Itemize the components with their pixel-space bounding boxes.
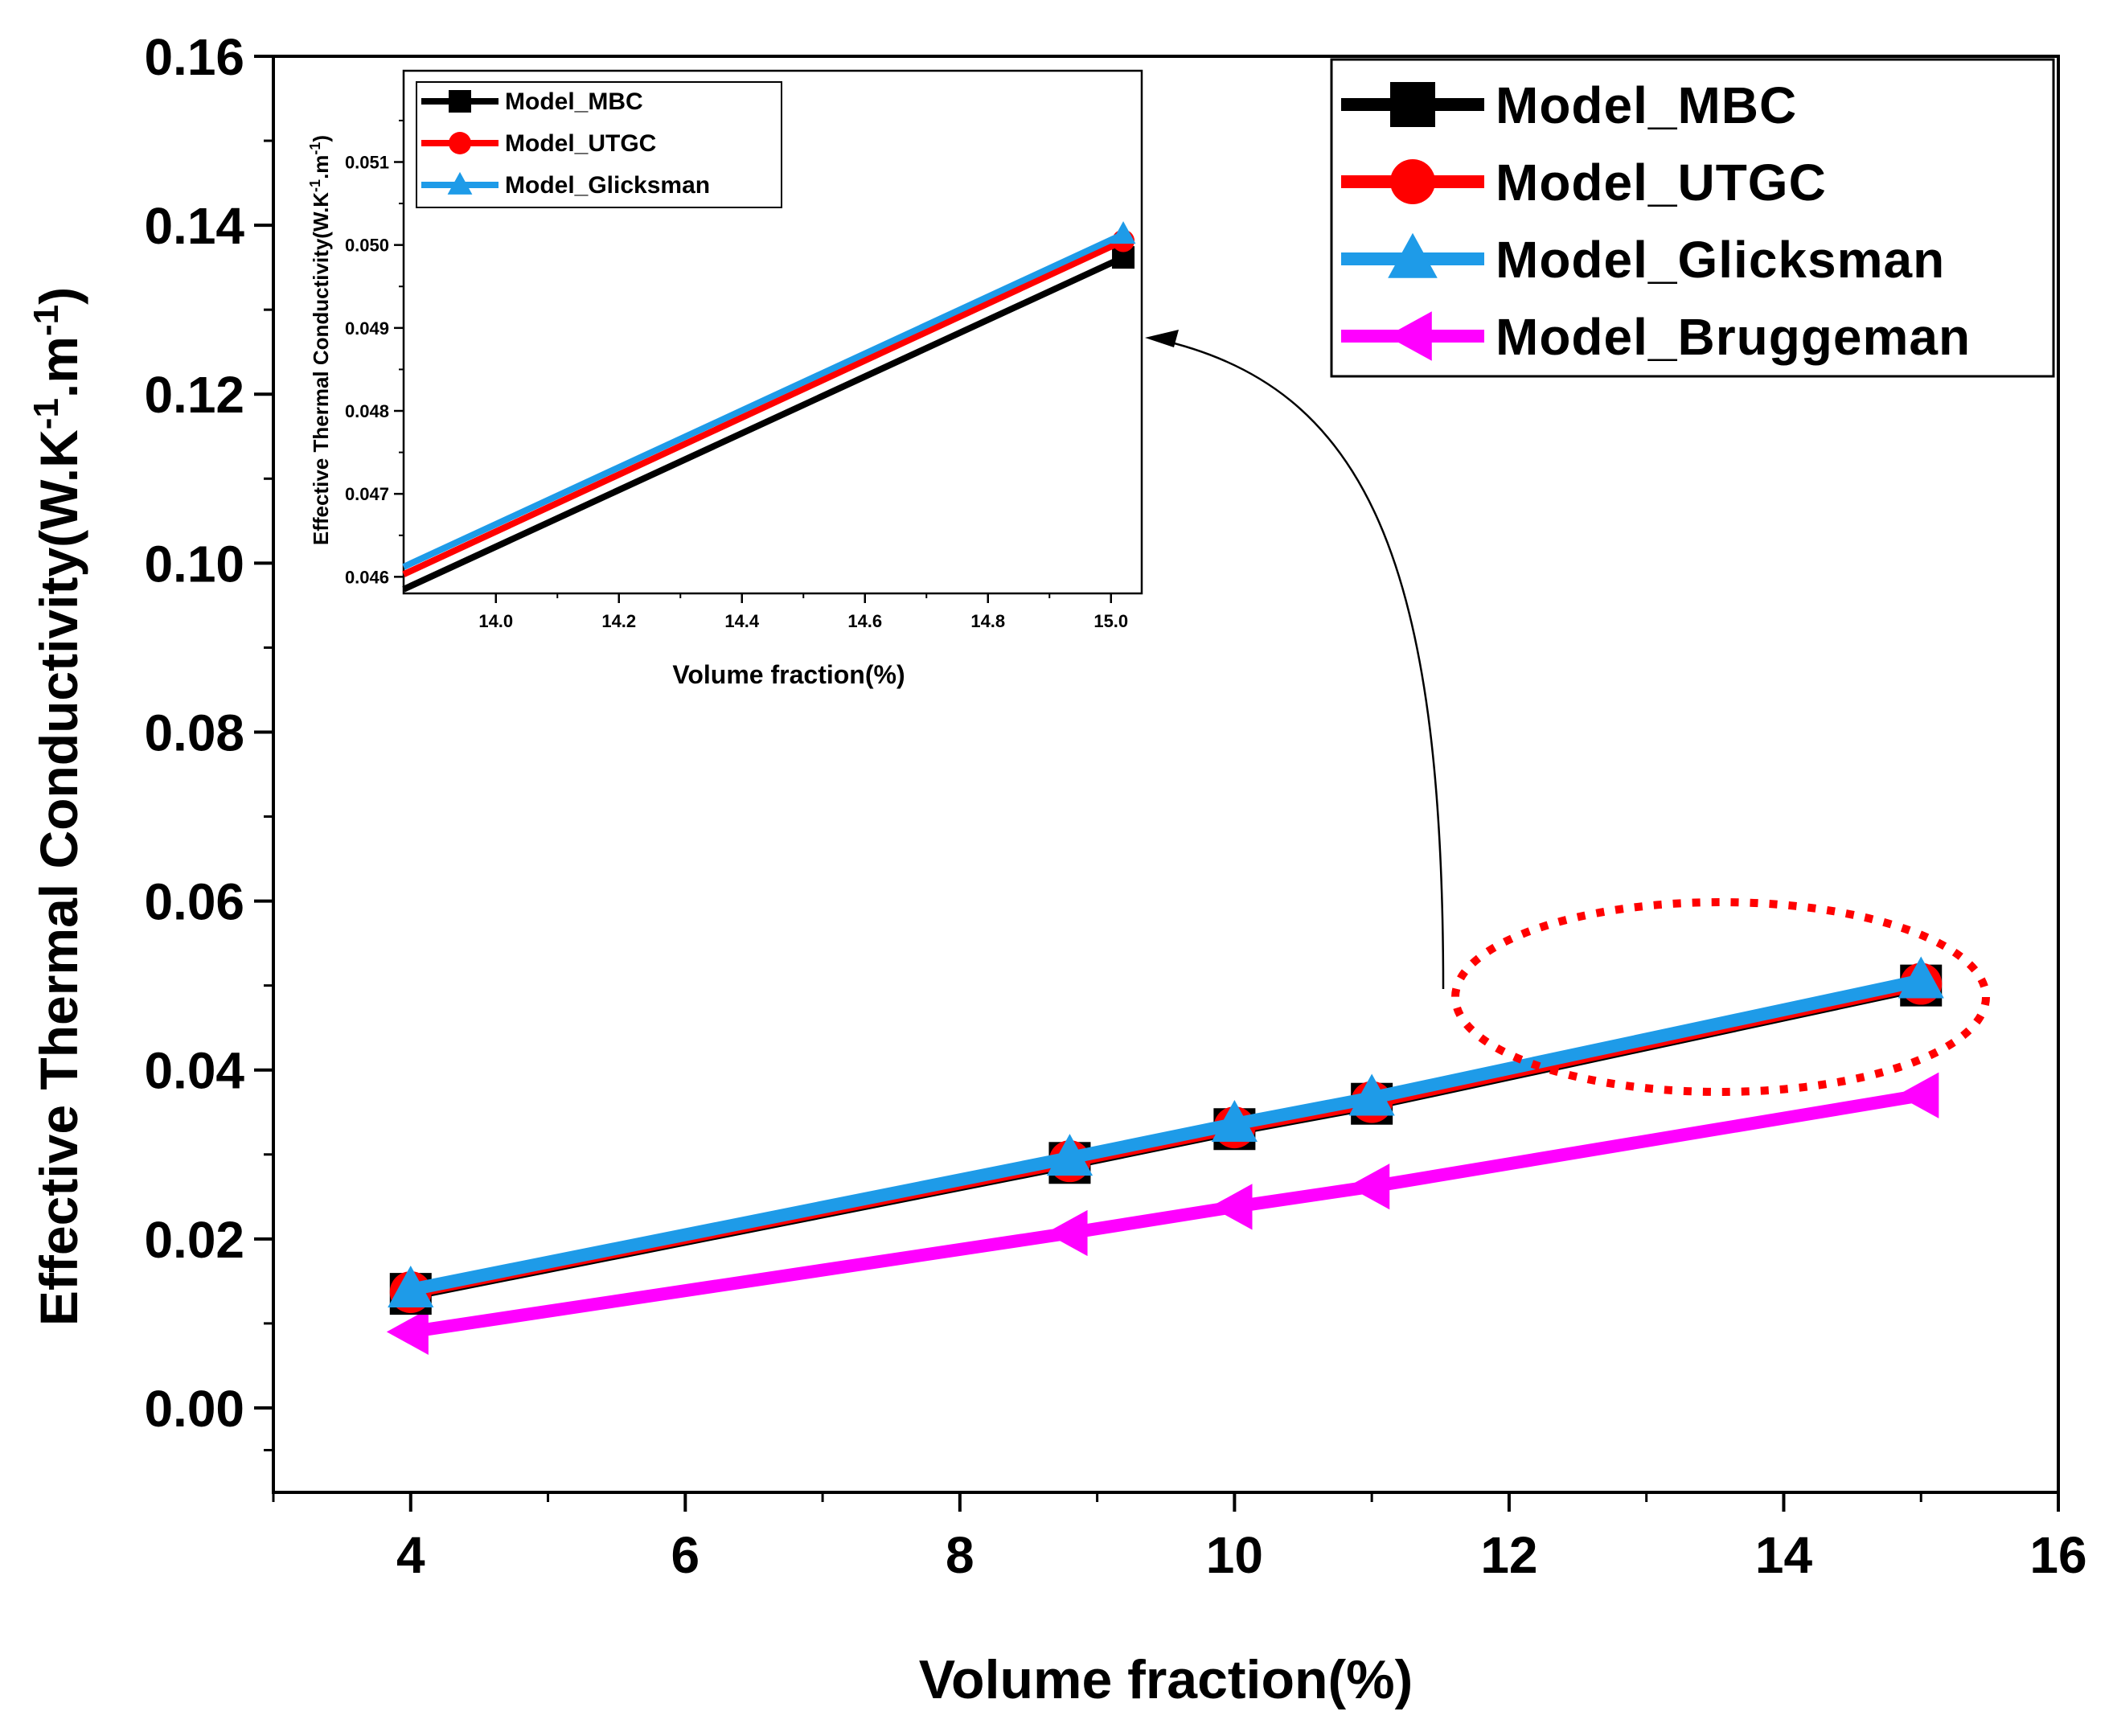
inset-y-axis-label-sup1: -1 bbox=[307, 179, 323, 192]
main-legend-label: Model_UTGC bbox=[1496, 154, 1827, 211]
main-point-Model_Bruggeman bbox=[1210, 1184, 1253, 1230]
inset-y-tick-label: 0.050 bbox=[345, 236, 389, 256]
main-y-axis-label-mid: .m bbox=[29, 336, 88, 398]
inset-y-tick-label: 0.047 bbox=[345, 484, 389, 504]
main-point-Model_Glicksman bbox=[388, 1265, 434, 1307]
inset-legend-label: Model_Glicksman bbox=[505, 172, 710, 199]
main-point-Model_Bruggeman bbox=[1045, 1209, 1088, 1257]
main-legend: Model_MBC Model_UTGC Model_Glicksman Model_… bbox=[1330, 58, 2055, 378]
main-point-Model_Glicksman bbox=[1898, 956, 1944, 999]
main-point-Model_Bruggeman bbox=[1348, 1163, 1390, 1210]
zoom-arrow-head bbox=[1145, 330, 1179, 347]
main-legend-box bbox=[1330, 58, 2055, 378]
inset-x-tick-label: 14.2 bbox=[601, 611, 636, 631]
main-point-Model_Glicksman bbox=[1046, 1134, 1093, 1176]
inset-x-axis-label: Volume fraction(%) bbox=[672, 660, 905, 689]
inset-y-tick-label: 0.051 bbox=[345, 152, 389, 172]
main-legend-label: Model_Glicksman bbox=[1496, 231, 1945, 289]
main-x-tick-label: 6 bbox=[671, 1526, 700, 1584]
inset-y-ticks: 0.046 0.047 0.048 0.049 0.050 0.051 bbox=[345, 119, 404, 587]
main-x-tick-label: 8 bbox=[946, 1526, 974, 1584]
inset-x-ticks: 14.0 14.2 14.4 14.6 14.8 15.0 bbox=[478, 593, 1128, 631]
main-x-axis-label: Volume fraction(%) bbox=[919, 1649, 1413, 1710]
main-point-Model_Bruggeman bbox=[1897, 1072, 1939, 1118]
inset-x-tick-label: 14.4 bbox=[724, 611, 760, 631]
main-y-axis-label-sup1: -1 bbox=[27, 398, 66, 429]
inset-x-tick-label: 14.0 bbox=[478, 611, 513, 631]
main-legend-label: Model_Bruggeman bbox=[1496, 308, 1971, 366]
inset-y-axis-label-mid: .m bbox=[309, 155, 333, 179]
main-x-tick-label: 4 bbox=[396, 1526, 425, 1584]
inset-y-tick-label: 0.049 bbox=[345, 318, 389, 339]
inset-series-line-Model_MBC bbox=[402, 254, 1125, 593]
main-legend-marker bbox=[1390, 82, 1435, 127]
inset-x-tick-label: 14.8 bbox=[970, 611, 1005, 631]
inset-legend-marker bbox=[449, 132, 471, 154]
main-y-tick-label: 0.16 bbox=[144, 28, 244, 86]
main-y-tick-label: 0.00 bbox=[144, 1380, 244, 1438]
main-x-tick-label: 14 bbox=[1755, 1526, 1813, 1584]
main-x-tick-label: 12 bbox=[1480, 1526, 1537, 1584]
inset-legend-marker bbox=[449, 90, 471, 113]
main-legend-marker bbox=[1390, 159, 1435, 204]
main-y-axis-label-sup2: -1 bbox=[27, 305, 66, 336]
main-y-tick-label: 0.14 bbox=[144, 197, 244, 255]
main-point-Model_Glicksman bbox=[1348, 1073, 1395, 1116]
inset-series-group bbox=[402, 221, 1136, 593]
main-y-tick-label: 0.08 bbox=[144, 704, 244, 761]
main-y-tick-label: 0.06 bbox=[144, 873, 244, 931]
inset-series-line-Model_UTGC bbox=[402, 237, 1125, 577]
main-x-tick-label: 16 bbox=[2029, 1526, 2086, 1584]
main-point-Model_Glicksman bbox=[1211, 1100, 1258, 1143]
main-y-ticks: 0.00 0.02 0.04 0.06 0.08 0.10 0.12 0.14 0.16 bbox=[144, 28, 273, 1451]
inset-legend-label: Model_MBC bbox=[505, 88, 643, 115]
main-legend-marker bbox=[1388, 232, 1438, 278]
inset-y-tick-label: 0.046 bbox=[345, 567, 389, 587]
inset-y-axis-label-end: ) bbox=[309, 135, 333, 142]
inset-series-line-Model_Glicksman bbox=[402, 231, 1125, 570]
main-y-axis-label-end: ) bbox=[29, 287, 88, 305]
main-point-Model_Bruggeman bbox=[386, 1308, 429, 1355]
inset-legend-marker bbox=[447, 171, 473, 195]
inset-y-axis-label-text: Effective Thermal Conductivity(W.K bbox=[309, 192, 333, 545]
main-x-tick-label: 10 bbox=[1206, 1526, 1263, 1584]
inset-y-axis-label-sup2: -1 bbox=[307, 142, 323, 155]
main-y-tick-label: 0.12 bbox=[144, 366, 244, 424]
inset-legend: Model_MBC Model_UTGC Model_Glicksman bbox=[416, 81, 782, 208]
main-y-tick-label: 0.10 bbox=[144, 535, 244, 593]
main-y-tick-label: 0.02 bbox=[144, 1211, 244, 1269]
inset-legend-label: Model_UTGC bbox=[505, 130, 656, 157]
main-x-ticks: 4 6 8 10 12 14 16 bbox=[272, 1492, 2087, 1584]
inset-x-tick-label: 14.6 bbox=[847, 611, 882, 631]
main-chart: 0.00 0.02 0.04 0.06 0.08 0.10 0.12 0.14 0.16 4 6 8… bbox=[27, 28, 2087, 1710]
main-legend-marker bbox=[1386, 311, 1432, 361]
main-y-axis-label: Effective Thermal Conductivity(W.K-1.m-1… bbox=[27, 287, 89, 1326]
main-series-group bbox=[386, 956, 1944, 1355]
inset-x-tick-label: 15.0 bbox=[1093, 611, 1128, 631]
inset-y-axis-label: Effective Thermal Conductivity(W.K-1.m-1… bbox=[307, 135, 333, 545]
main-plot-frame bbox=[272, 55, 2060, 1494]
inset-point-Model_Glicksman bbox=[1110, 221, 1136, 244]
zoom-highlight-ellipse bbox=[1451, 898, 1990, 1096]
inset-y-tick-label: 0.048 bbox=[345, 401, 389, 421]
main-y-tick-label: 0.04 bbox=[144, 1042, 244, 1100]
main-legend-label: Model_MBC bbox=[1496, 76, 1797, 134]
zoom-arrow bbox=[1157, 338, 1445, 990]
main-y-axis-label-text: Effective Thermal Conductivity(W.K bbox=[29, 429, 88, 1326]
